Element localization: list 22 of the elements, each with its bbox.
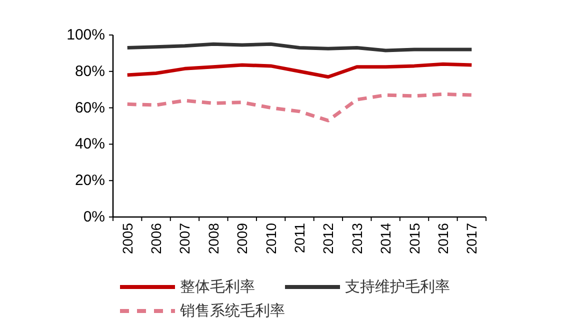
y-tick-label: 60%: [74, 99, 105, 116]
x-tick-label: 2016: [434, 222, 451, 254]
y-tick-label: 80%: [74, 62, 105, 80]
x-tick-label: 2015: [406, 222, 422, 254]
y-tick-label: 20%: [74, 172, 105, 190]
legend-label: 支持维护毛利率: [345, 278, 450, 296]
x-tick-label: 2006: [148, 222, 164, 254]
y-tick-label: 100%: [66, 26, 105, 44]
legend-label: 销售系统毛利率: [179, 302, 285, 320]
y-tick-label: 40%: [74, 136, 105, 153]
x-tick-label: 2009: [234, 222, 250, 254]
x-tick-label: 2005: [119, 222, 136, 254]
x-tick-label: 2007: [176, 222, 193, 254]
x-tick-label: 2010: [262, 222, 279, 254]
y-tick-label: 0%: [83, 208, 105, 226]
legend-label: 整体毛利率: [180, 278, 255, 296]
x-tick-label: 2011: [292, 222, 308, 254]
x-tick-label: 2012: [320, 222, 336, 254]
x-tick-label: 2013: [348, 222, 365, 254]
x-tick-label: 2017: [464, 222, 480, 254]
x-tick-label: 2014: [378, 222, 394, 254]
x-tick-label: 2008: [205, 222, 222, 254]
